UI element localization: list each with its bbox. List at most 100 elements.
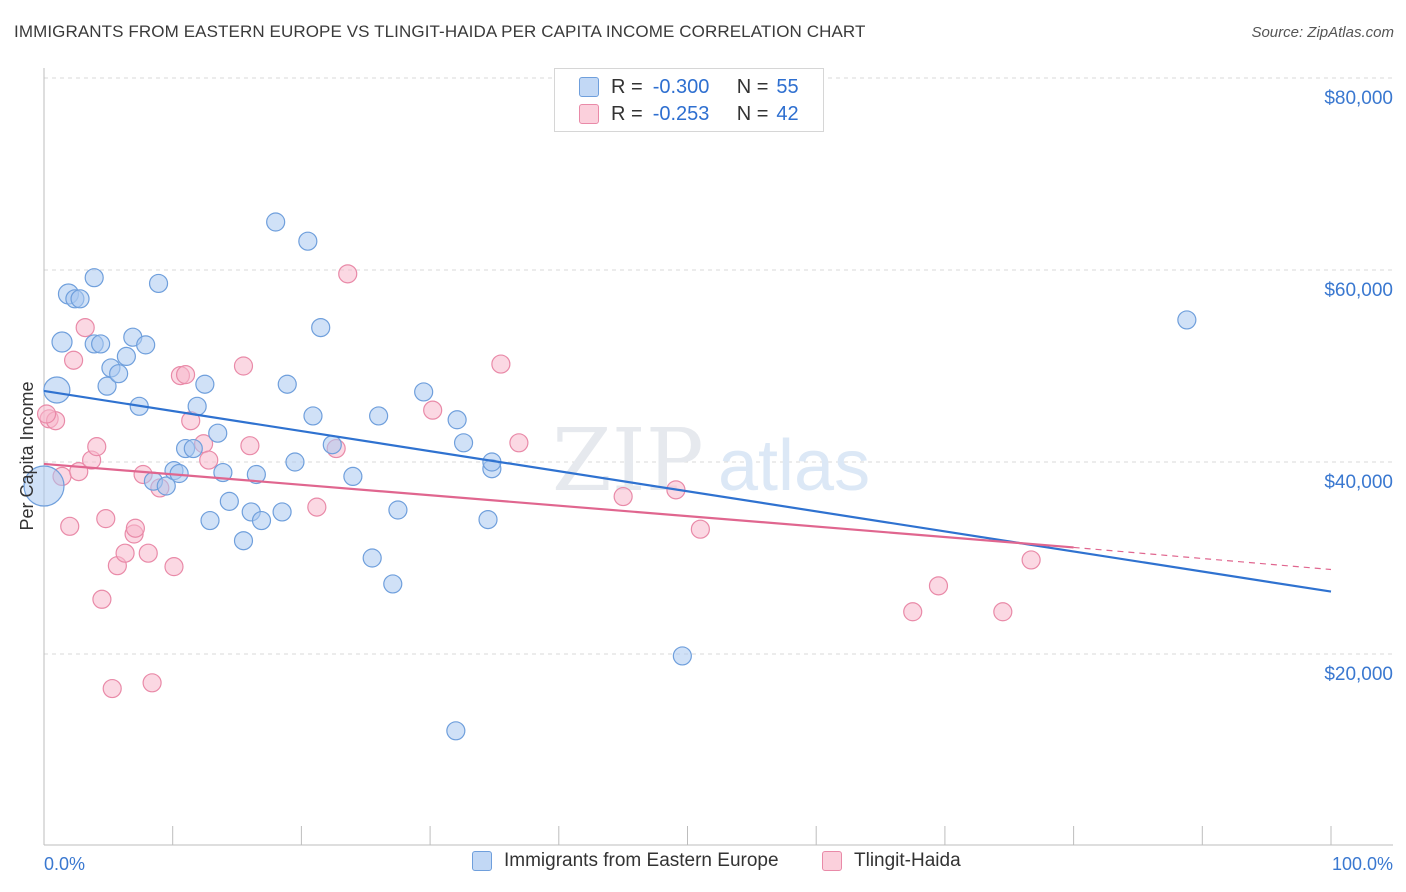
data-point-eastern-europe: [298, 231, 318, 251]
data-point-eastern-europe: [200, 510, 220, 531]
legend-n-label: N =: [736, 75, 769, 98]
data-point-eastern-europe: [23, 465, 65, 507]
data-point-eastern-europe: [246, 464, 266, 485]
data-point-tlingit-haida: [102, 678, 122, 699]
legend-item-tlingit-haida[interactable]: Tlingit-Haida: [822, 850, 961, 872]
data-point-eastern-europe: [84, 268, 104, 288]
y-tick-label: $80,000: [1324, 88, 1393, 109]
data-point-tlingit-haida: [690, 519, 710, 539]
data-point-eastern-europe: [383, 574, 403, 594]
data-point-tlingit-haida: [60, 516, 80, 536]
data-point-tlingit-haida: [96, 509, 116, 529]
legend-r-value: -0.253: [652, 102, 710, 125]
axes: $20,000 $40,000 $60,000 $80,000: [43, 68, 1393, 846]
trend-lines: [43, 389, 1332, 593]
data-point-tlingit-haida: [175, 365, 196, 385]
data-point-eastern-europe: [251, 510, 272, 531]
trend-line-tlingit-haida: [43, 462, 1074, 549]
data-point-eastern-europe: [478, 509, 498, 530]
data-point-tlingit-haida: [138, 543, 158, 563]
legend-label-tlingit-haida: Tlingit-Haida: [854, 850, 961, 871]
legend-n-value: 42: [776, 102, 799, 125]
watermark-atlas: atlas: [718, 426, 870, 506]
data-point-eastern-europe: [208, 423, 228, 443]
data-point-eastern-europe: [303, 406, 323, 426]
legend-swatch-pink: [822, 851, 842, 871]
x-tick-min: 0.0%: [44, 854, 85, 874]
data-point-eastern-europe: [447, 410, 467, 430]
legend-r-value: -0.300: [652, 75, 710, 98]
data-point-eastern-europe: [156, 476, 176, 496]
data-point-tlingit-haida: [240, 436, 260, 456]
legend-swatch-blue: [579, 77, 599, 97]
data-point-tlingit-haida: [115, 543, 135, 563]
data-point-eastern-europe: [219, 491, 239, 511]
data-point-eastern-europe: [672, 646, 692, 666]
x-tick-max: 100.0%: [1332, 854, 1393, 874]
data-point-eastern-europe: [183, 438, 203, 459]
legend-label-eastern-europe: Immigrants from Eastern Europe: [504, 850, 779, 871]
data-point-eastern-europe: [322, 435, 342, 455]
data-point-eastern-europe: [109, 364, 129, 384]
data-point-eastern-europe: [446, 721, 466, 741]
data-point-tlingit-haida: [1021, 550, 1041, 570]
series-eastern-europe: [23, 212, 1197, 741]
legend-row-eastern-europe: R = -0.300 N = 55: [579, 74, 799, 100]
data-point-eastern-europe: [1177, 310, 1197, 330]
trend-line-eastern-europe: [43, 389, 1332, 593]
y-tick-label: $20,000: [1324, 664, 1393, 685]
data-point-tlingit-haida: [36, 404, 57, 424]
legend-r-label: R =: [611, 102, 643, 125]
data-point-tlingit-haida: [509, 433, 529, 453]
data-point-tlingit-haida: [87, 437, 107, 457]
legend-item-eastern-europe[interactable]: Immigrants from Eastern Europe: [472, 850, 779, 872]
data-point-eastern-europe: [266, 212, 286, 232]
data-point-eastern-europe: [369, 406, 389, 426]
series-legend: Immigrants from Eastern Europe Tlingit-H…: [0, 850, 1406, 880]
data-point-eastern-europe: [136, 335, 156, 355]
data-point-eastern-europe: [311, 318, 331, 338]
legend-r-label: R =: [611, 75, 643, 98]
data-point-tlingit-haida: [491, 354, 511, 374]
axis-labels: Per Capita Income 0.0% 100.0%: [17, 381, 1393, 874]
source-label: Source: ZipAtlas.com: [1251, 24, 1394, 41]
data-point-tlingit-haida: [338, 264, 358, 284]
data-point-tlingit-haida: [993, 602, 1013, 622]
data-point-tlingit-haida: [142, 673, 162, 693]
data-point-tlingit-haida: [75, 318, 95, 338]
data-point-eastern-europe: [187, 396, 207, 416]
data-point-eastern-europe: [414, 382, 434, 402]
data-point-tlingit-haida: [903, 602, 923, 622]
legend-n-label: N =: [736, 102, 769, 125]
data-point-tlingit-haida: [928, 576, 949, 596]
data-point-eastern-europe: [91, 334, 111, 354]
data-point-eastern-europe: [362, 548, 382, 568]
legend-swatch-pink: [579, 104, 599, 124]
data-point-eastern-europe: [43, 376, 71, 404]
correlation-legend: R = -0.300 N = 55 R = -0.253 N = 42: [554, 68, 824, 132]
data-point-eastern-europe: [195, 374, 215, 394]
data-point-tlingit-haida: [164, 557, 184, 577]
data-point-eastern-europe: [148, 273, 169, 294]
data-point-tlingit-haida: [199, 450, 219, 470]
legend-row-tlingit-haida: R = -0.253 N = 42: [579, 101, 799, 127]
data-point-eastern-europe: [343, 466, 363, 486]
data-point-eastern-europe: [453, 433, 474, 453]
series-tlingit-haida: [36, 264, 1041, 699]
data-point-eastern-europe: [97, 376, 117, 396]
legend-swatch-blue: [472, 851, 492, 871]
data-point-eastern-europe: [116, 346, 136, 366]
legend-n-value: 55: [776, 75, 799, 98]
data-point-tlingit-haida: [613, 486, 633, 507]
data-point-tlingit-haida: [64, 350, 84, 370]
data-point-eastern-europe: [388, 500, 408, 520]
data-point-eastern-europe: [285, 452, 305, 472]
data-point-tlingit-haida: [307, 497, 327, 517]
y-axis-label: Per Capita Income: [17, 381, 37, 530]
y-tick-label: $40,000: [1324, 472, 1393, 493]
y-tick-label: $60,000: [1324, 280, 1393, 301]
data-point-tlingit-haida: [92, 589, 112, 609]
data-point-eastern-europe: [277, 374, 297, 394]
data-point-eastern-europe: [233, 531, 254, 551]
